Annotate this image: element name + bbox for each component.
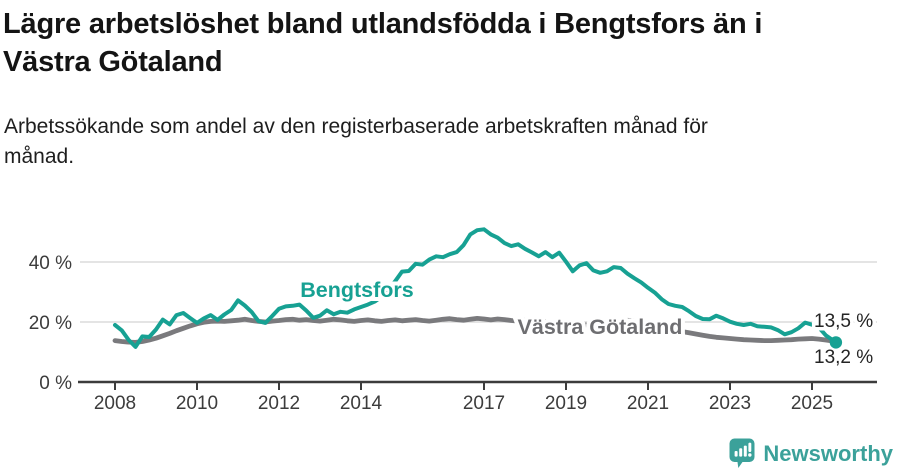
page-title: Lägre arbetslöshet bland utlandsfödda i … [3,5,895,81]
x-axis-tick-label: 2010 [176,393,218,414]
x-axis-tick-label: 2023 [709,393,751,414]
newsworthy-logo-icon [729,438,755,468]
subtitle-line-2: månad. [4,145,75,168]
subtitle-line-1: Arbetssökande som andel av den registerb… [4,115,708,138]
y-axis-tick-label: 20 % [29,313,72,334]
y-axis-tick-label: 40 % [29,253,72,274]
x-axis-tick-label: 2008 [94,393,136,414]
x-axis-tick-label: 2012 [258,393,300,414]
y-axis-labels: 0 % 20 % 40 % [29,253,72,394]
brand-footer-link[interactable]: Newsworthy [729,438,893,469]
series-label-vastra-gotaland: Västra Götaland [518,315,683,339]
gridlines [80,261,877,323]
series-line-bengtsfors [113,227,838,349]
x-axis-tick-label: 2025 [791,393,833,414]
series-label-bengtsfors: Bengtsfors [300,278,414,302]
series-end-dot-bengtsfors [829,336,843,349]
x-axis-tick-label: 2014 [340,393,383,414]
title-line-2: Västra Götaland [3,46,223,78]
x-axis-tick-label: 2017 [463,393,505,414]
end-value-label-vastra-gotaland: 13,5 % [814,311,873,332]
y-axis-tick-label: 0 % [39,373,72,394]
x-axis: 2008 2010 2012 2014 2017 2019 2021 2023 2025 [78,380,877,414]
chart-subtitle: Arbetssökande som andel av den registerb… [4,112,854,172]
x-axis-tick-label: 2019 [545,393,587,414]
brand-name: Newsworthy [763,440,893,466]
series-line-vastra-gotaland [112,315,839,345]
end-value-label-bengtsfors: 13,2 % [814,347,873,368]
title-line-1: Lägre arbetslöshet bland utlandsfödda i … [3,8,763,40]
x-axis-tick-label: 2021 [627,393,669,414]
